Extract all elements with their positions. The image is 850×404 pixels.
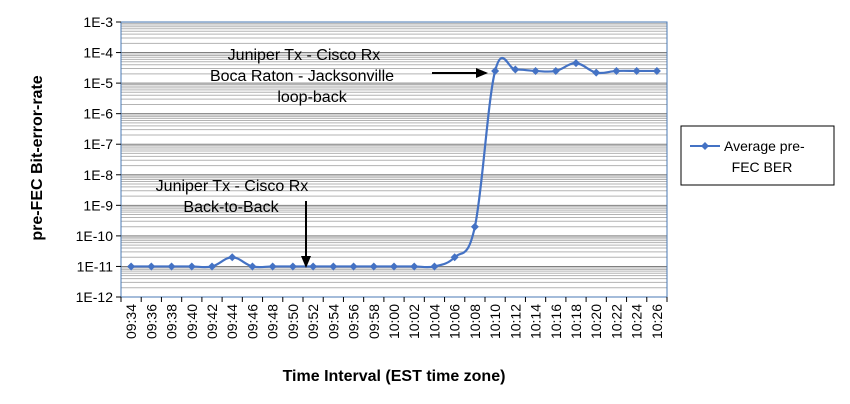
x-tick-label: 09:54 [325, 304, 341, 339]
data-point-marker [349, 262, 358, 271]
x-tick-label: 10:00 [386, 304, 402, 339]
x-tick-label: 09:34 [123, 304, 139, 339]
x-tick-label: 10:18 [568, 304, 584, 339]
x-tick-label: 09:38 [164, 304, 180, 339]
annotation-loopback-line-2: Boca Raton - Jacksonville [210, 68, 394, 85]
x-tick-label: 10:10 [487, 304, 503, 339]
x-tick-label: 10:08 [467, 304, 483, 339]
data-point-marker [450, 253, 459, 262]
x-tick-label: 10:04 [426, 304, 442, 339]
data-point-marker [268, 262, 277, 271]
annotation-back-to-back: Juniper Tx - Cisco Rx Back-to-Back [156, 178, 311, 268]
data-point-marker [430, 262, 439, 271]
data-point-marker [167, 262, 176, 271]
x-tick-label: 09:50 [285, 304, 301, 339]
data-point-marker [470, 222, 479, 231]
y-tick-label: 1E-7 [83, 136, 113, 152]
y-tick-label: 1E-4 [83, 45, 113, 61]
data-point-marker [309, 262, 318, 271]
y-tick-label: 1E-6 [83, 106, 113, 122]
legend-box [680, 125, 835, 186]
data-point-marker [612, 66, 621, 75]
x-axis-title: Time Interval (EST time zone) [283, 368, 506, 385]
data-point-marker [491, 66, 500, 75]
data-point-marker [531, 66, 540, 75]
y-tick-label: 1E-10 [76, 228, 114, 244]
data-point-marker [632, 66, 641, 75]
y-tick-label: 1E-5 [83, 75, 113, 91]
data-point-marker [592, 68, 601, 77]
plot-area [120, 21, 668, 298]
x-tick-label: 09:44 [224, 304, 240, 339]
legend-label-line-1: Average pre- [724, 138, 805, 154]
data-point-marker [511, 65, 520, 74]
x-tick-label: 09:42 [204, 304, 220, 339]
data-point-marker [248, 262, 257, 271]
x-tick-label: 09:52 [305, 304, 321, 339]
legend-swatch-diamond-icon [701, 142, 709, 150]
legend: Average pre- FEC BER [680, 125, 835, 186]
data-point-marker [410, 262, 419, 271]
data-point-marker [147, 262, 156, 271]
x-tick-label: 10:16 [548, 304, 564, 339]
x-tick-label: 10:12 [507, 304, 523, 339]
annotation-loopback-line-1: Juniper Tx - Cisco Rx [228, 47, 381, 64]
x-tick-label: 09:58 [366, 304, 382, 339]
data-point-marker [187, 262, 196, 271]
annotation-loopback: Juniper Tx - Cisco Rx Boca Raton - Jacks… [210, 47, 488, 106]
x-tick-label: 10:06 [447, 304, 463, 339]
annotation-loopback-line-3: loop-back [277, 89, 347, 106]
data-point-marker [551, 66, 560, 75]
data-point-marker [228, 253, 237, 262]
series-average-pre-fec-ber [127, 56, 661, 271]
x-tick-label: 09:36 [143, 304, 159, 339]
y-tick-label: 1E-3 [83, 14, 113, 30]
x-tick-label: 09:56 [346, 304, 362, 339]
y-tick-label: 1E-11 [77, 258, 114, 274]
data-point-marker [329, 262, 338, 271]
x-axis: 09:34 09:36 09:38 09:40 09:42 09:44 09:46 09:48… [120, 297, 668, 339]
x-tick-label: 10:24 [629, 304, 645, 339]
x-tick-label: 09:46 [244, 304, 260, 339]
x-tick-label: 10:02 [406, 304, 422, 339]
y-tick-label: 1E-9 [83, 197, 113, 213]
annotation-back-to-back-line-1: Juniper Tx - Cisco Rx [156, 178, 309, 195]
x-tick-label: 10:26 [649, 304, 665, 339]
y-tick-label: 1E-12 [76, 289, 114, 305]
data-point-marker [208, 262, 216, 271]
data-point-marker [288, 262, 297, 271]
x-tick-label: 09:40 [184, 304, 200, 339]
data-point-marker [390, 262, 398, 271]
grid-layer [121, 22, 667, 298]
y-axis-title: pre-FEC Bit-error-rate [29, 75, 46, 240]
data-point-marker [369, 262, 378, 271]
data-point-marker [652, 66, 661, 75]
x-tick-label: 10:22 [608, 304, 624, 339]
x-tick-label: 10:20 [588, 304, 604, 339]
annotation-back-to-back-line-2: Back-to-Back [183, 199, 279, 216]
y-axis: 1E-12 1E-11 1E-10 1E-9 1E-8 1E-7 1E-6 1E-5 1E-4 1… [76, 14, 121, 305]
y-tick-label: 1E-8 [83, 167, 113, 183]
data-point-marker [572, 59, 580, 68]
x-tick-label: 09:48 [265, 304, 281, 339]
legend-label-line-2: FEC BER [732, 159, 793, 175]
x-tick-label: 10:14 [528, 304, 544, 339]
data-point-marker [127, 262, 136, 271]
